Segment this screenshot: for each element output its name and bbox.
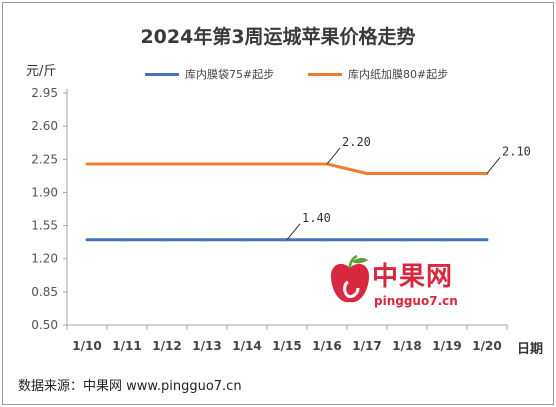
y-axis-unit: 元/斤 (26, 64, 57, 79)
y-tick-label: 1.90 (31, 185, 58, 199)
data-point (365, 238, 369, 242)
data-point (205, 238, 209, 242)
y-tick-label: 1.20 (31, 252, 58, 266)
x-tick-label: 1/15 (272, 339, 301, 353)
y-tick-label: 2.25 (31, 152, 58, 166)
y-tick-label: 0.50 (31, 318, 58, 332)
data-point (285, 162, 289, 166)
annotation-leader (486, 157, 501, 174)
data-point (445, 238, 449, 242)
y-tick-label: 0.85 (31, 285, 58, 299)
logo-url: pingguo7.cn (374, 294, 458, 308)
legend-label: 库内膜袋75#起步 (185, 68, 275, 81)
data-source: 数据来源：中果网 www.pingguo7.cn (18, 379, 242, 394)
data-point (405, 238, 409, 242)
data-point (365, 171, 369, 175)
logo-name: 中果网 (372, 262, 454, 292)
x-tick-label: 1/19 (432, 339, 461, 353)
legend-item-series-2: 库内纸加膜80#起步 (308, 66, 448, 82)
data-point (125, 238, 129, 242)
apple-icon (330, 254, 370, 303)
x-tick-label: 1/17 (352, 339, 381, 353)
legend-item-series-1: 库内膜袋75#起步 (145, 66, 274, 82)
chart-title: 2024年第3周运城苹果价格走势 (140, 26, 416, 48)
data-point (245, 238, 249, 242)
x-axis-unit: 日期 (517, 342, 544, 357)
x-tick-label: 1/16 (312, 339, 341, 353)
data-point (485, 238, 489, 242)
x-tick-label: 1/11 (112, 339, 141, 353)
data-label: 2.20 (342, 135, 371, 149)
data-point (325, 238, 329, 242)
data-point (245, 162, 249, 166)
data-point (85, 162, 89, 166)
data-point (405, 171, 409, 175)
y-tick-label: 2.60 (31, 119, 58, 133)
annotation-leader (326, 147, 341, 165)
data-point (165, 238, 169, 242)
x-tick-label: 1/14 (232, 339, 261, 353)
data-point (205, 162, 209, 166)
x-tick-label: 1/20 (472, 339, 501, 353)
legend-label: 库内纸加膜80#起步 (348, 68, 449, 81)
y-tick-label: 2.95 (31, 86, 58, 100)
x-tick-label: 1/13 (192, 339, 221, 353)
x-tick-label: 1/18 (392, 339, 421, 353)
x-tick-label: 1/10 (72, 339, 101, 353)
legend-swatch-orange (308, 72, 342, 76)
legend-swatch-blue (145, 72, 179, 76)
data-point (445, 171, 449, 175)
data-point (85, 238, 89, 242)
data-point (165, 162, 169, 166)
data-point (125, 162, 129, 166)
data-label: 2.10 (502, 144, 531, 158)
annotation-leader (286, 223, 301, 241)
watermark-logo: 中果网 pingguo7.cn (328, 254, 498, 314)
x-tick-label: 1/12 (152, 339, 181, 353)
y-tick-label: 1.55 (31, 219, 58, 233)
data-label: 1.40 (302, 211, 331, 225)
